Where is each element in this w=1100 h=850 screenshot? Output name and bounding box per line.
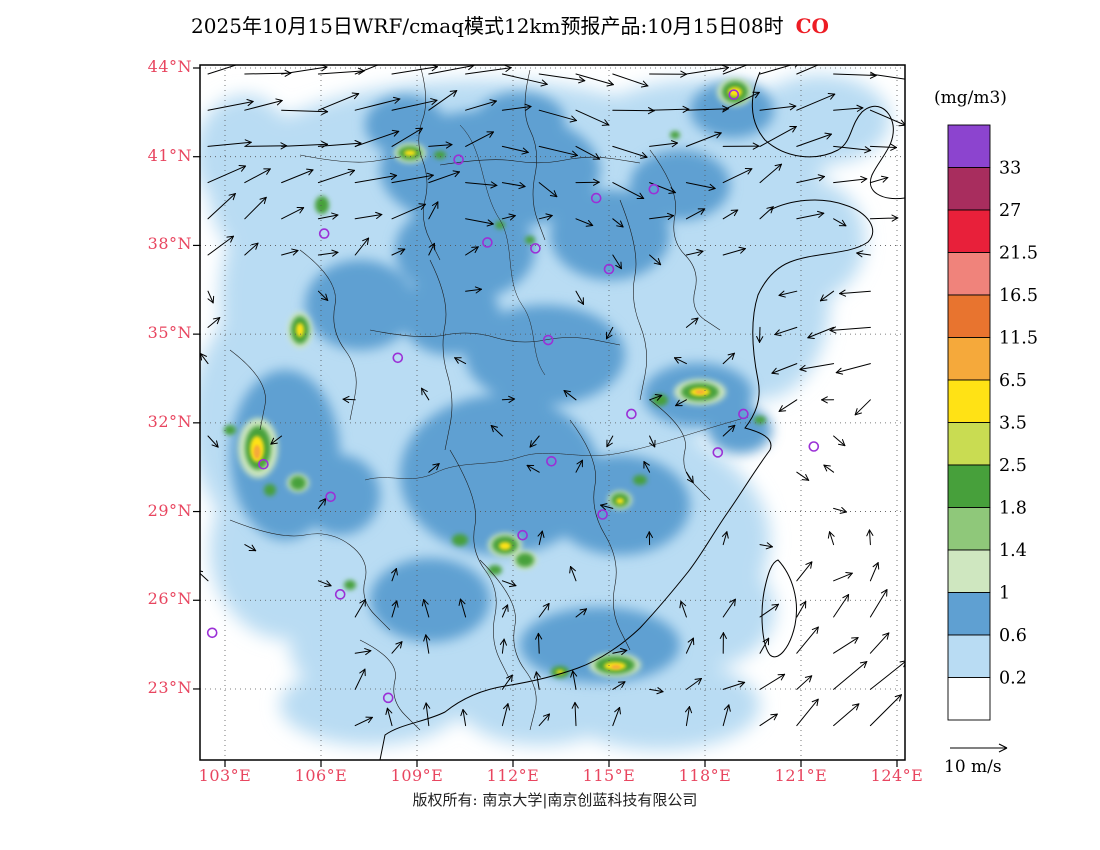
colorbar-segment [947,464,991,508]
colorbar-boundary-label: 1.4 [999,541,1027,561]
chart-title: 2025年10月15日WRF/cmaq模式12km预报产品:10月15日08时 C… [70,10,950,39]
city-marker [648,183,660,195]
colorbar: 33 27 21.5 16.5 11.5 6.5 3.5 2.5 1.8 1.4 1 0.6 0.2 [947,124,1038,721]
city-marker [546,455,557,467]
colorbar-segment [947,209,991,253]
colorbar-boundary-label: 6.5 [999,371,1027,391]
colorbar-boundary-label: 11.5 [999,329,1038,349]
colorbar-boundary-label: 21.5 [999,244,1038,264]
lat-tick-label: 38°N [147,234,192,254]
colorbar-boundary-label: 0.2 [999,669,1027,689]
map-frame [199,64,906,761]
lon-tick-label: 115°E [582,766,636,785]
city-marker [325,491,336,503]
city-marker [482,237,493,248]
colorbar-segment [947,592,991,636]
city-marker [597,509,608,520]
lon-tick-label: 112°E [486,766,540,785]
city-marker [517,529,528,541]
geo-outlines [229,65,905,760]
city-marker [392,352,404,364]
colorbar-boundary-label: 16.5 [999,286,1038,306]
city-marker [738,408,749,420]
lon-tick-label: 109°E [390,766,444,785]
colorbar-segment [947,167,991,211]
colorbar-segment [947,337,991,381]
city-marker [453,154,464,165]
city-marker [382,692,394,704]
lon-tick-label: 118°E [678,766,732,785]
colorbar-segment [947,677,991,721]
colorbar-segment [947,634,991,678]
graticule [200,65,905,760]
city-marker [542,334,554,346]
city-marker [590,192,602,204]
city-marker [728,89,740,100]
city-marker [334,589,346,600]
city-marker [318,228,330,239]
city-marker [258,458,269,470]
chart-title-text: 2025年10月15日WRF/cmaq模式12km预报产品:10月15日08时 [191,14,784,38]
colorbar-boundary-label: 3.5 [999,414,1027,434]
lat-tick-label: 44°N [147,57,192,76]
colorbar-segment [947,379,991,423]
colorbar-segment [947,422,991,466]
lat-tick-label: 41°N [147,145,192,165]
wind-vectors [200,65,905,727]
colorbar-boundary-label: 2.5 [999,456,1027,476]
lat-tick-label: 26°N [147,589,192,609]
axis-ticks [193,67,898,767]
city-marker [712,447,724,458]
copyright-footer: 版权所有: 南京大学|南京创蓝科技有限公司 [412,791,698,809]
city-marker [626,408,637,420]
lon-tick-label: 103°E [198,766,252,785]
wind-reference-label: 10 m/s [944,757,1002,777]
colorbar-segment [947,549,991,593]
chart-title-species: CO [795,14,829,38]
lon-tick-label: 121°E [774,766,828,785]
colorbar-segment [947,252,991,296]
concentration-field [200,75,890,750]
lat-tick-label: 29°N [147,500,192,520]
lat-tick-label: 35°N [147,323,192,343]
colorbar-segment [947,294,991,338]
lat-tick-label: 23°N [147,677,192,697]
city-marker [808,441,820,452]
city-markers [206,89,820,704]
legend-units-label: (mg/m3) [934,88,1007,108]
colorbar-boundary-label: 1.8 [999,499,1027,519]
colorbar-segment [947,507,991,551]
city-marker [603,263,615,275]
colorbar-boundary-label: 0.6 [999,626,1027,646]
colorbar-boundary-label: 27 [999,201,1021,221]
colorbar-boundary-label: 1 [999,584,1010,604]
lon-tick-label: 124°E [870,766,924,785]
lon-tick-label: 106°E [294,766,348,785]
wind-reference-arrow [950,743,1008,753]
city-marker [206,627,218,639]
city-marker [530,243,541,254]
colorbar-segment [947,124,991,168]
colorbar-boundary-label: 33 [999,159,1021,179]
lat-tick-label: 32°N [147,411,192,431]
